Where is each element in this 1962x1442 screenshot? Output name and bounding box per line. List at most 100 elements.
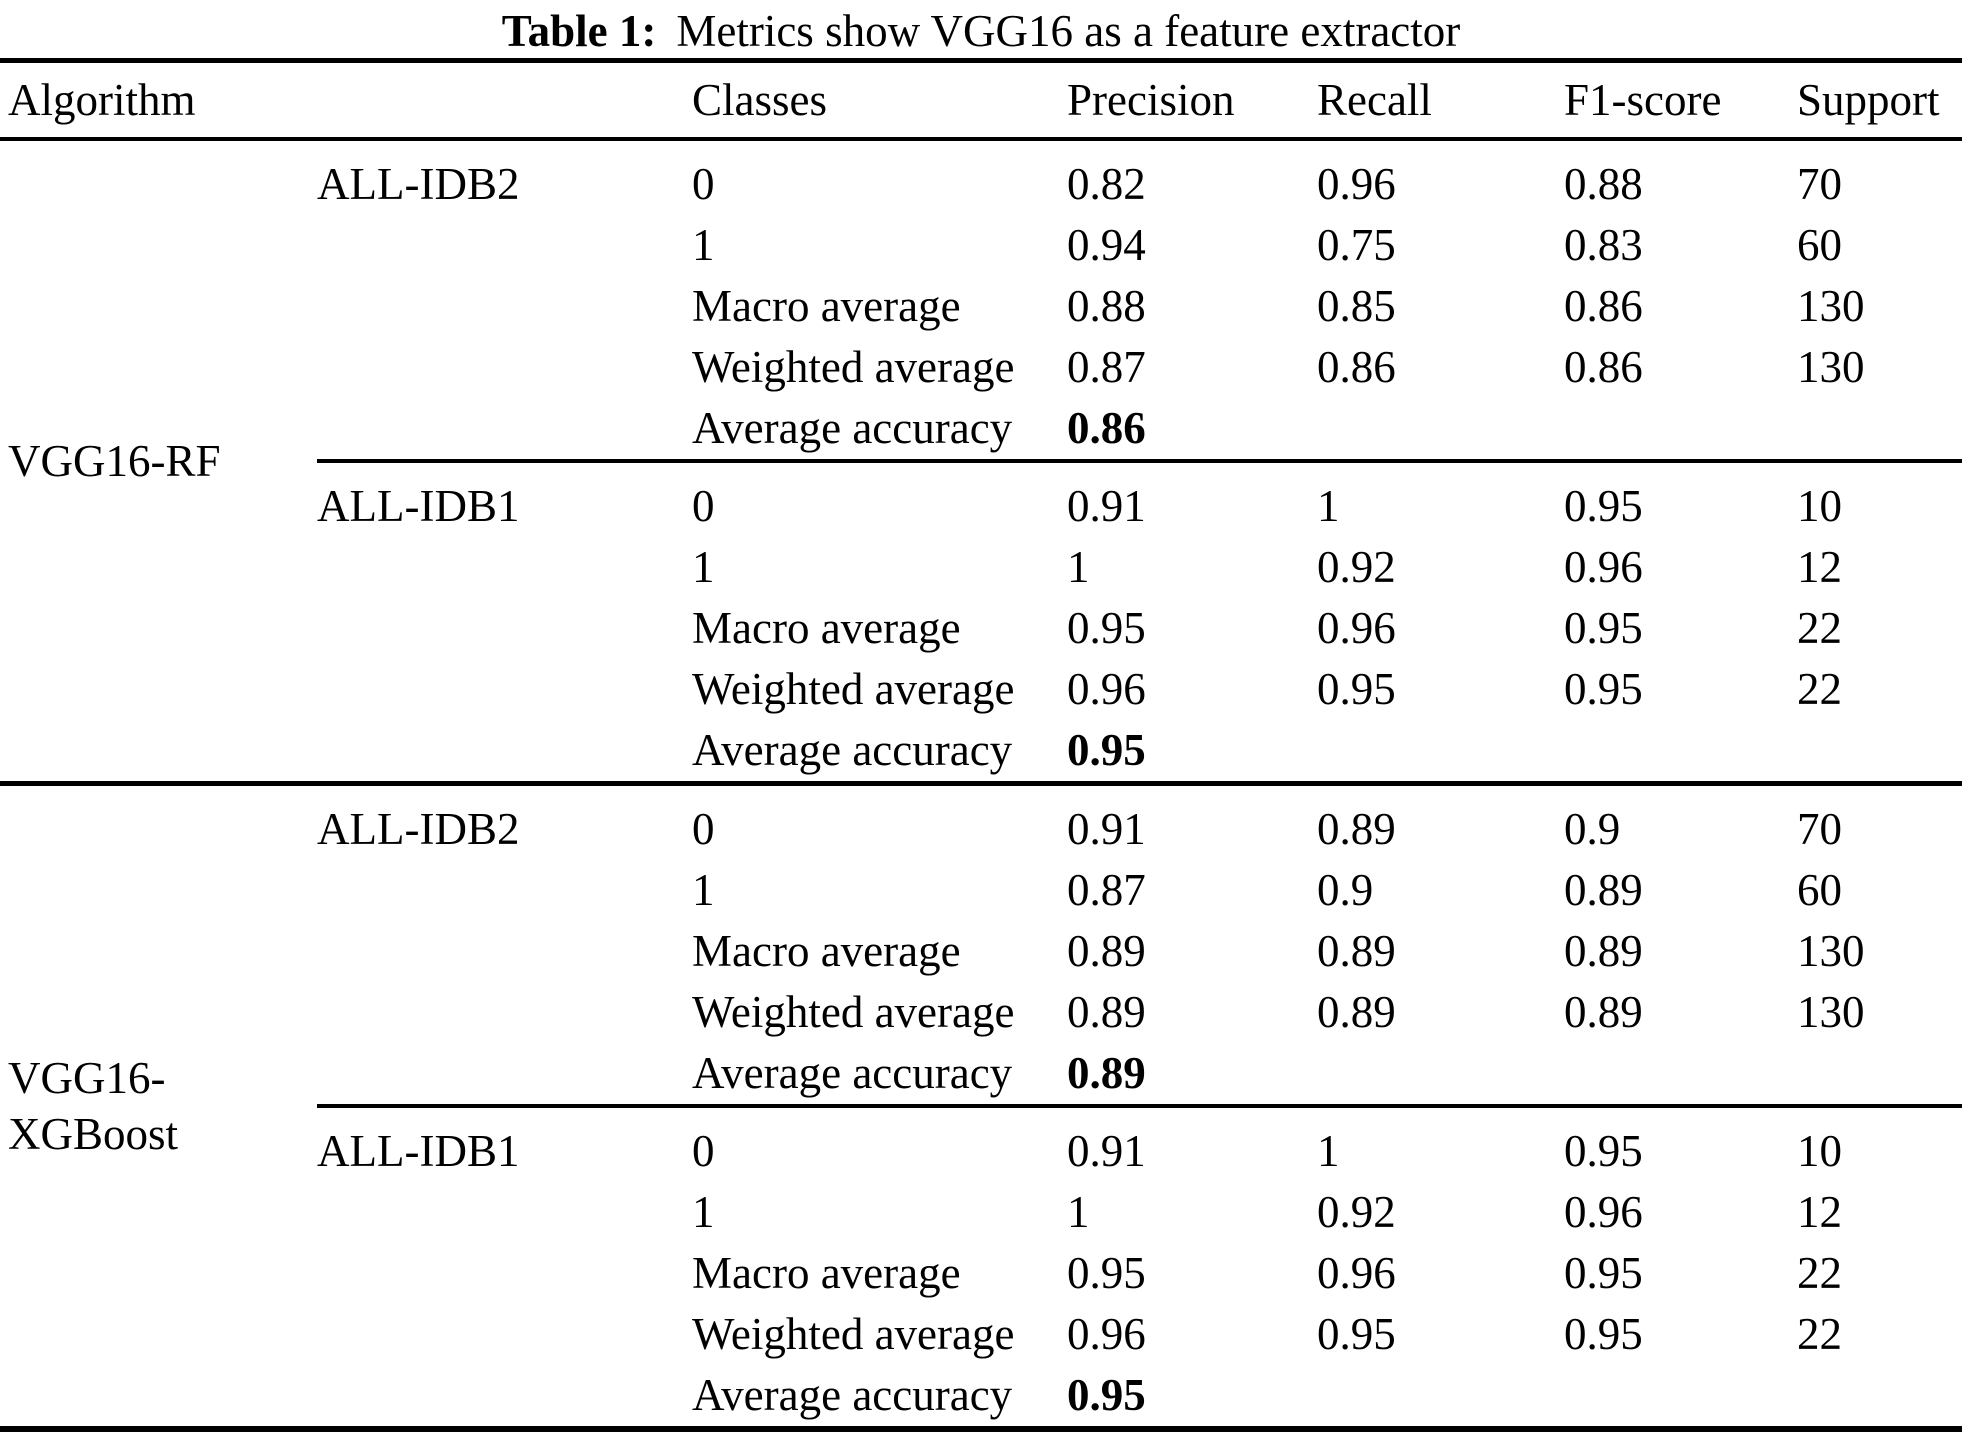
cell-empty: [1797, 1365, 1962, 1429]
cell-support: 22: [1797, 664, 1842, 714]
table-row: Average accuracy 0.86: [0, 398, 1962, 461]
cell-precision: 1: [1067, 542, 1090, 592]
cell-empty: [1564, 1043, 1797, 1106]
cell-f1: 0.96: [1564, 1187, 1643, 1237]
group-vgg16-rf: VGG16-RF ALL-IDB2 0 0.82 0.96 0.88 70 1 …: [0, 139, 1962, 784]
cell-recall: 0.95: [1317, 1309, 1396, 1359]
cell-support: 10: [1797, 1104, 1962, 1182]
cell-support: 22: [1797, 1248, 1842, 1298]
col-header-classes: Classes: [692, 60, 1067, 141]
cell-f1: 0.95: [1564, 1104, 1797, 1182]
cell-class: 1: [692, 1187, 715, 1237]
table-row: ALL-IDB1 0 0.91 1 0.95 10: [0, 1104, 1962, 1429]
cell-empty: [1317, 398, 1564, 461]
cell-recall: 0.75: [1317, 220, 1396, 270]
cell-empty: [1317, 1043, 1564, 1106]
cell-recall: 0.96: [1317, 1248, 1396, 1298]
cell-average-accuracy: 0.95: [1067, 1370, 1146, 1420]
cell-precision: 0.96: [1067, 664, 1146, 714]
cell-recall: 0.92: [1317, 1187, 1396, 1237]
cell-class: Weighted average: [692, 1309, 1015, 1359]
algorithm-cell: VGG16- XGBoost: [0, 781, 317, 1429]
cell-class: Average accuracy: [692, 403, 1013, 453]
cell-support: 10: [1797, 459, 1962, 537]
table-row: Macro average 0.88 0.85 0.86 130: [0, 276, 1962, 337]
cell-f1: 0.83: [1564, 220, 1643, 270]
cell-precision: 0.91: [1067, 781, 1317, 860]
cell-class: Average accuracy: [692, 1048, 1013, 1098]
cell-f1: 0.86: [1564, 342, 1643, 392]
cell-precision: 0.95: [1067, 603, 1146, 653]
cell-recall: 1: [1317, 459, 1564, 537]
cell-class: Weighted average: [692, 987, 1015, 1037]
dataset-cell: ALL-IDB2: [317, 159, 520, 209]
cell-precision: 0.82: [1067, 159, 1146, 209]
table-row: 1 1 0.92 0.96 12: [0, 537, 1962, 598]
cell-precision: 0.94: [1067, 220, 1146, 270]
cell-class: Macro average: [692, 603, 961, 653]
cell-average-accuracy: 0.89: [1067, 1048, 1146, 1098]
cell-class: 1: [692, 542, 715, 592]
cell-support: 60: [1797, 865, 1842, 915]
cell-recall: 0.89: [1317, 987, 1396, 1037]
cell-empty: [1797, 398, 1962, 461]
algorithm-cell: VGG16-RF: [0, 139, 317, 784]
cell-recall: 0.96: [1317, 603, 1396, 653]
cell-recall: 0.89: [1317, 926, 1396, 976]
col-header-dataset: [317, 60, 692, 141]
cell-precision: 0.87: [1067, 865, 1146, 915]
table-title-caption: Metrics show VGG16 as a feature extracto…: [676, 6, 1461, 56]
cell-precision: 0.87: [1067, 342, 1146, 392]
col-header-algorithm: Algorithm: [0, 60, 317, 141]
cell-f1: 0.95: [1564, 1248, 1643, 1298]
cell-precision: 0.91: [1067, 1104, 1317, 1182]
table-row: 1 1 0.92 0.96 12: [0, 1182, 1962, 1243]
group-vgg16-xgboost: VGG16- XGBoost ALL-IDB2 0 0.91 0.89 0.9 …: [0, 781, 1962, 1429]
cell-precision: 0.88: [1067, 281, 1146, 331]
cell-support: 130: [1797, 987, 1865, 1037]
cell-empty: [1564, 720, 1797, 784]
cell-recall: 0.89: [1317, 781, 1564, 860]
cell-recall: 1: [1317, 1104, 1564, 1182]
table-row: Average accuracy 0.95: [0, 720, 1962, 784]
cell-support: 12: [1797, 542, 1842, 592]
cell-f1: 0.9: [1564, 781, 1797, 860]
cell-support: 130: [1797, 926, 1865, 976]
table-row: Average accuracy 0.89: [0, 1043, 1962, 1106]
dataset-cell: ALL-IDB1: [317, 459, 692, 784]
table-row: Weighted average 0.89 0.89 0.89 130: [0, 982, 1962, 1043]
cell-recall: 0.96: [1317, 159, 1396, 209]
cell-recall: 0.85: [1317, 281, 1396, 331]
cell-precision: 0.89: [1067, 987, 1146, 1037]
table-header: Algorithm Classes Precision Recall F1-sc…: [0, 60, 1962, 141]
cell-class: Macro average: [692, 926, 961, 976]
table-row: VGG16- XGBoost ALL-IDB2 0 0.91 0.89 0.9 …: [0, 781, 1962, 1429]
cell-precision: 0.91: [1067, 459, 1317, 537]
cell-class: 0: [692, 459, 1067, 537]
cell-class: Macro average: [692, 281, 961, 331]
cell-recall: 0.95: [1317, 664, 1396, 714]
cell-support: 60: [1797, 220, 1842, 270]
cell-class: Macro average: [692, 1248, 961, 1298]
cell-f1: 0.95: [1564, 459, 1797, 537]
cell-f1: 0.88: [1564, 159, 1643, 209]
col-header-f1: F1-score: [1564, 60, 1797, 141]
table-row: Macro average 0.95 0.96 0.95 22: [0, 598, 1962, 659]
cell-support: 12: [1797, 1187, 1842, 1237]
cell-precision: 1: [1067, 1187, 1090, 1237]
cell-empty: [1797, 1043, 1962, 1106]
cell-f1: 0.89: [1564, 926, 1643, 976]
cell-class: Average accuracy: [692, 1370, 1013, 1420]
dataset-cell: ALL-IDB2: [317, 781, 692, 1106]
table-title: Table 1: Metrics show VGG16 as a feature …: [0, 0, 1962, 58]
cell-empty: [1564, 398, 1797, 461]
col-header-support: Support: [1797, 60, 1962, 141]
cell-f1: 0.86: [1564, 281, 1643, 331]
cell-f1: 0.95: [1564, 1309, 1643, 1359]
cell-class: 1: [692, 220, 715, 270]
cell-average-accuracy: 0.86: [1067, 403, 1146, 453]
cell-f1: 0.96: [1564, 542, 1643, 592]
table-row: Weighted average 0.87 0.86 0.86 130: [0, 337, 1962, 398]
cell-empty: [1317, 1365, 1564, 1429]
